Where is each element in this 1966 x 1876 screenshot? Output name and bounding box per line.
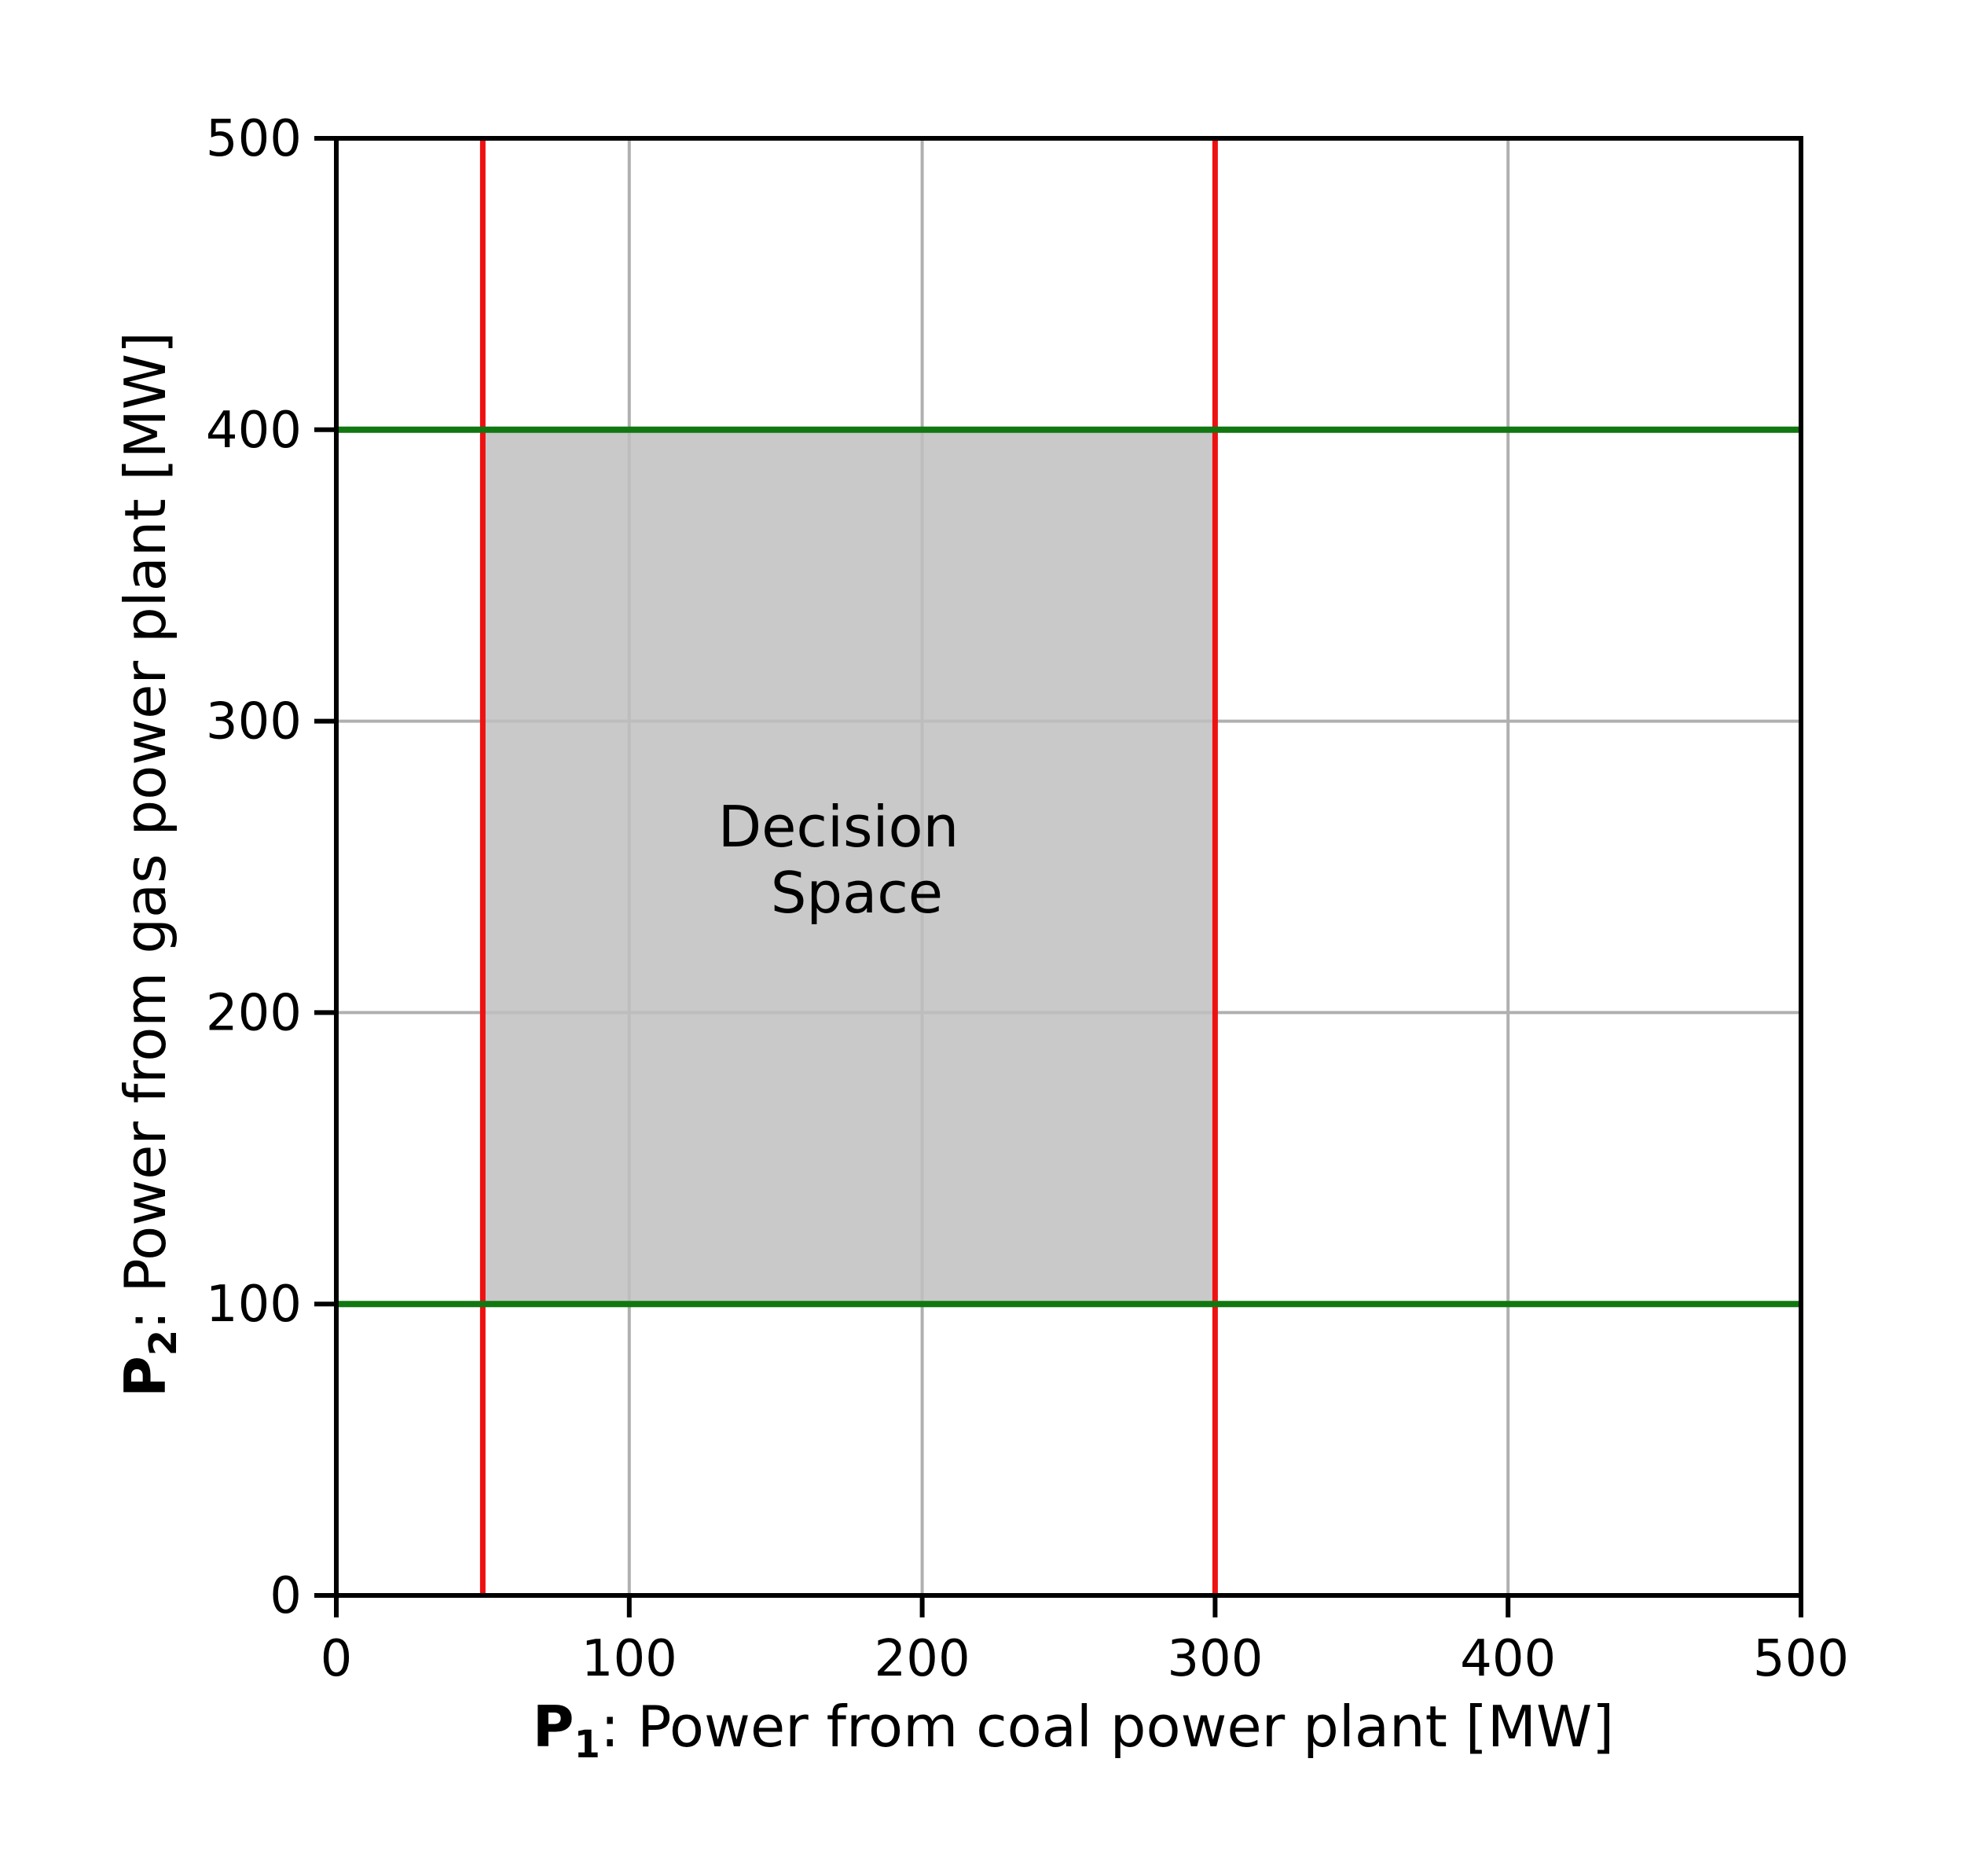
decision-space-label-line-2: Space: [771, 860, 943, 926]
x-axis-label-text: : Power from coal power plant [MW]: [600, 1694, 1614, 1760]
y-tick-label-0: 0: [270, 1567, 302, 1625]
decision-space-label-line-1: Decision: [718, 794, 959, 860]
x-tick-label-100: 100: [581, 1630, 677, 1688]
x-ticks: 0 100 200 300 400 500: [321, 1595, 1849, 1688]
y-tick-label-300: 300: [206, 693, 302, 751]
decision-region-layer: [482, 429, 1216, 1305]
y-axis-label-symbol: P: [112, 1356, 178, 1397]
x-tick-label-300: 300: [1167, 1630, 1263, 1688]
axes-frame: [334, 136, 1803, 1598]
y-tick-label-400: 400: [206, 402, 302, 460]
x-axis-label-subscript: 1: [574, 1723, 600, 1767]
constraint-lines-layer: [336, 138, 1801, 1595]
y-tick-label-200: 200: [206, 984, 302, 1042]
plot-frame: [334, 136, 1803, 1598]
y-axis-label-subscript: 2: [141, 1330, 185, 1356]
x-tick-label-0: 0: [321, 1630, 353, 1688]
decision-space-label: Decision Space: [718, 794, 977, 926]
y-tick-label-100: 100: [206, 1276, 302, 1334]
x-axis-label-symbol: P: [533, 1694, 574, 1760]
x-tick-label-400: 400: [1460, 1630, 1556, 1688]
x-tick-label-500: 500: [1753, 1630, 1849, 1688]
y-ticks: 0 100 200 300 400 500: [206, 110, 336, 1625]
x-tick-label-200: 200: [875, 1630, 970, 1688]
y-axis-label-text: : Power from gas power plant [MW]: [112, 332, 178, 1330]
y-tick-label-500: 500: [206, 110, 302, 168]
decision-space-region: [482, 429, 1216, 1305]
x-axis-label: P1: Power from coal power plant [MW]: [533, 1694, 1615, 1767]
y-axis-label: P2: Power from gas power plant [MW]: [112, 332, 185, 1397]
